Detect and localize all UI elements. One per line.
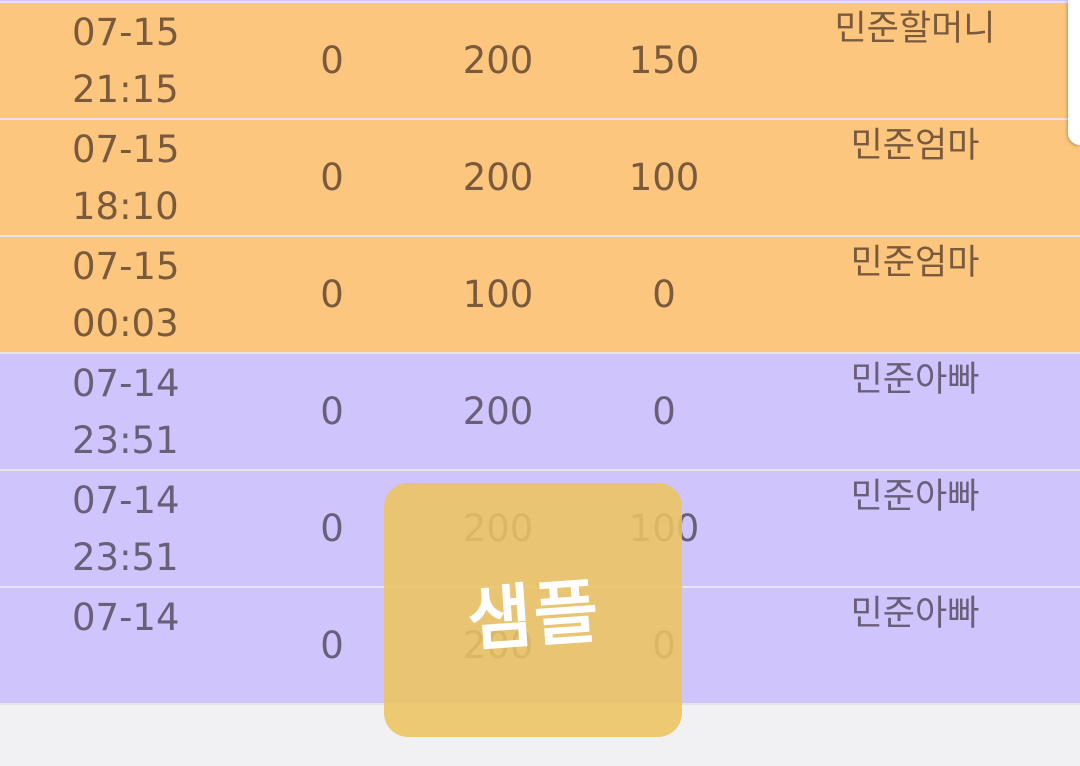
entry-author: 민준엄마 <box>850 243 980 283</box>
list-item[interactable]: 07-15 21:15 0 200 150 민준할머니 <box>0 3 1080 120</box>
list-item[interactable]: 07-15 18:10 0 200 100 민준엄마 <box>0 120 1080 237</box>
entry-value-1: 0 <box>320 273 344 316</box>
entry-value-3: 0 <box>652 273 676 316</box>
watermark-text: 샘플 <box>464 569 603 662</box>
entry-author: 민준아빠 <box>850 477 980 517</box>
entry-author: 민준할머니 <box>834 9 996 49</box>
entry-date: 07-14 <box>72 362 180 405</box>
list-item[interactable]: 07-14 23:51 0 200 0 민준아빠 <box>0 354 1080 471</box>
entry-time: 00:03 <box>72 302 179 345</box>
entry-value-1: 0 <box>320 390 344 433</box>
entry-value-2: 200 <box>462 390 534 433</box>
bottom-edge <box>0 754 1080 766</box>
entry-date: 07-14 <box>72 479 180 522</box>
entry-value-3: 0 <box>652 390 676 433</box>
entry-time: 18:10 <box>72 185 179 228</box>
entry-time: 21:15 <box>72 68 179 111</box>
entry-author: 민준아빠 <box>850 594 980 634</box>
entry-date: 07-14 <box>72 596 180 639</box>
entry-time: 07:00 <box>72 0 192 1</box>
list-item[interactable]: 07-15 00:03 0 100 0 민준엄마 <box>0 237 1080 354</box>
entry-value-2: 100 <box>462 273 534 316</box>
entry-date: 07-15 <box>72 11 180 54</box>
entry-datetime: 07-15 00:03 <box>72 238 192 352</box>
entry-datetime: 07-14 23:51 <box>72 472 192 586</box>
entry-time: 23:51 <box>72 419 179 462</box>
entry-value-3: 150 <box>628 39 700 82</box>
entry-value-1: 0 <box>320 624 344 667</box>
entry-value-1: 0 <box>320 39 344 82</box>
log-list[interactable]: 07-17 07:00 0 0 150 민준할머니 07-15 21:15 0 … <box>0 0 1080 705</box>
entry-datetime: 07-14 <box>72 589 192 646</box>
entry-value-1: 0 <box>320 507 344 550</box>
scrollbar-thumb[interactable] <box>1068 0 1080 145</box>
entry-datetime: 07-15 21:15 <box>72 4 192 118</box>
entry-value-2: 200 <box>462 39 534 82</box>
entry-value-2: 200 <box>462 156 534 199</box>
entry-author: 민준아빠 <box>850 360 980 400</box>
entry-datetime: 07-17 07:00 <box>72 0 192 1</box>
entry-datetime: 07-14 23:51 <box>72 355 192 469</box>
entry-value-3: 100 <box>628 156 700 199</box>
entry-time: 23:51 <box>72 536 179 579</box>
sample-watermark: 샘플 <box>384 483 682 737</box>
entry-value-1: 0 <box>320 156 344 199</box>
entry-datetime: 07-15 18:10 <box>72 121 192 235</box>
entry-author: 민준엄마 <box>850 126 980 166</box>
entry-date: 07-15 <box>72 245 180 288</box>
list-item[interactable]: 07-17 07:00 0 0 150 민준할머니 <box>0 0 1080 3</box>
entry-date: 07-15 <box>72 128 180 171</box>
